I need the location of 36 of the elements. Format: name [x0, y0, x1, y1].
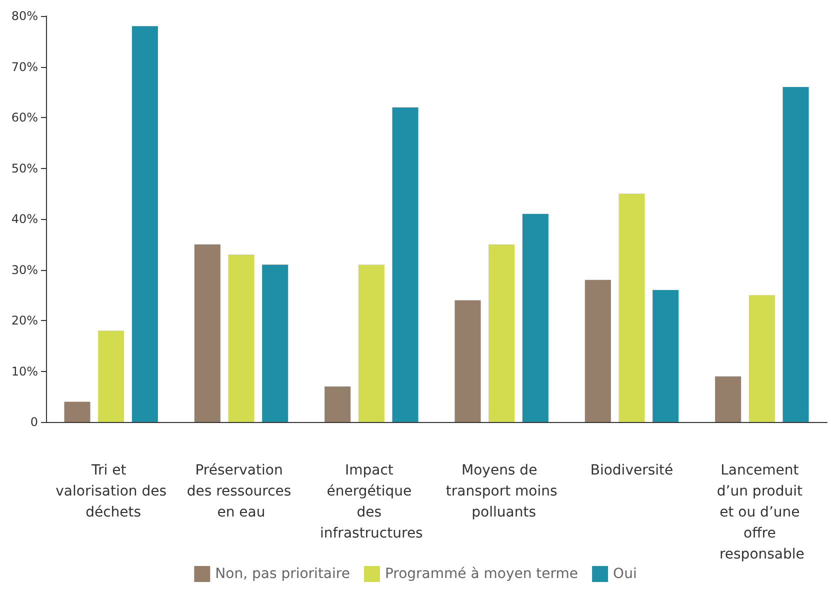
bar	[782, 87, 809, 422]
x-tick-label: Impact énergétique des infrastructures	[320, 462, 423, 542]
bar	[64, 402, 90, 422]
bar	[584, 280, 611, 422]
bar	[262, 264, 288, 422]
x-tick-label: Moyens de transport moins polluants	[446, 462, 558, 520]
y-tick-label: 20%	[11, 314, 38, 328]
bar	[488, 244, 515, 422]
bar	[618, 194, 645, 422]
y-tick-label: 30%	[11, 262, 38, 277]
bar	[392, 107, 418, 422]
bar	[715, 376, 742, 422]
bar	[228, 254, 254, 422]
x-tick-label: Tri et valorisation des déchets	[56, 462, 167, 520]
y-tick-label: 60%	[11, 110, 38, 124]
bar	[454, 300, 481, 422]
legend-label: Non, pas prioritaire	[215, 566, 350, 582]
x-tick-label: Préservation des ressources en eau	[186, 462, 296, 520]
bar	[194, 244, 220, 422]
y-tick-label: 80%	[11, 9, 38, 23]
bar	[132, 26, 158, 422]
legend-label: Programmé à moyen terme	[384, 566, 578, 582]
bar	[522, 214, 548, 422]
y-tick-label: 0	[30, 415, 38, 429]
y-tick-label: 50%	[11, 161, 38, 176]
bar	[98, 330, 124, 422]
legend-label: Oui	[613, 566, 637, 582]
bar	[748, 295, 775, 422]
bar	[652, 290, 679, 422]
bar	[358, 264, 384, 422]
y-tick-label: 70%	[11, 60, 38, 74]
y-tick-label: 10%	[11, 364, 38, 378]
y-tick-label: 40%	[11, 212, 38, 226]
bar	[324, 386, 351, 422]
x-tick-label: Lancement d’un produit et ou d’une offre responsable	[716, 462, 807, 562]
x-tick-label: Biodiversité	[590, 462, 674, 478]
